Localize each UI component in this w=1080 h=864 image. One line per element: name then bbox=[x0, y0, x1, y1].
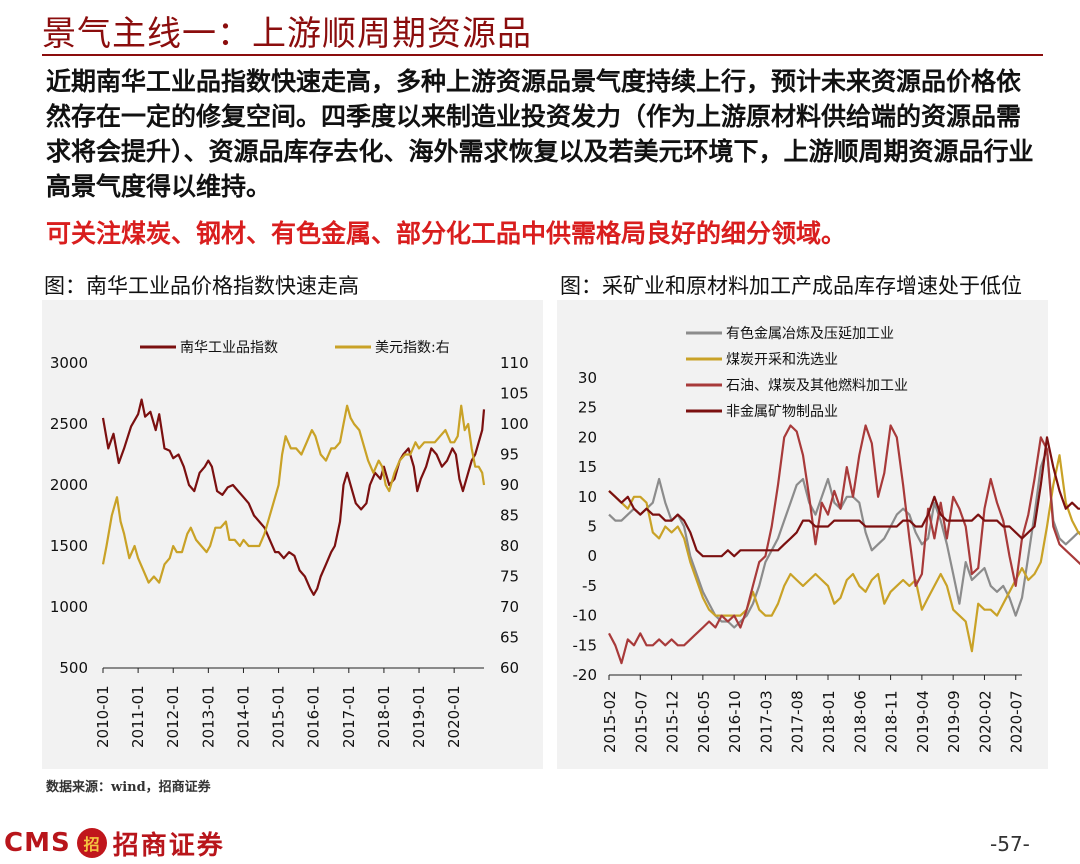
logo-mark-icon: 招 bbox=[76, 828, 107, 858]
page-number: -57- bbox=[990, 832, 1030, 856]
chart-panel-right bbox=[557, 300, 1048, 769]
company-logo: CMS 招 招商证券 bbox=[4, 826, 225, 861]
figure-title-left: 图：南华工业品价格指数快速走高 bbox=[44, 274, 359, 298]
figure-title-right: 图：采矿业和原材料加工产成品库存增速处于低位 bbox=[560, 274, 1022, 298]
logo-chinese-text: 招商证券 bbox=[112, 830, 225, 861]
title-divider bbox=[42, 54, 1043, 56]
body-paragraph: 近期南华工业品指数快速走高，多种上游资源品景气度持续上行，预计未来资源品价格依然… bbox=[46, 67, 1034, 201]
data-source: 数据来源：wind，招商证券 bbox=[46, 780, 211, 795]
logo-cms-text: CMS bbox=[4, 828, 71, 858]
chart-panel-left bbox=[42, 300, 543, 769]
page-title: 景气主线一：上游顺周期资源品 bbox=[42, 14, 532, 54]
highlight-paragraph: 可关注煤炭、钢材、有色金属、部分化工品中供需格局良好的细分领域。 bbox=[46, 219, 847, 248]
